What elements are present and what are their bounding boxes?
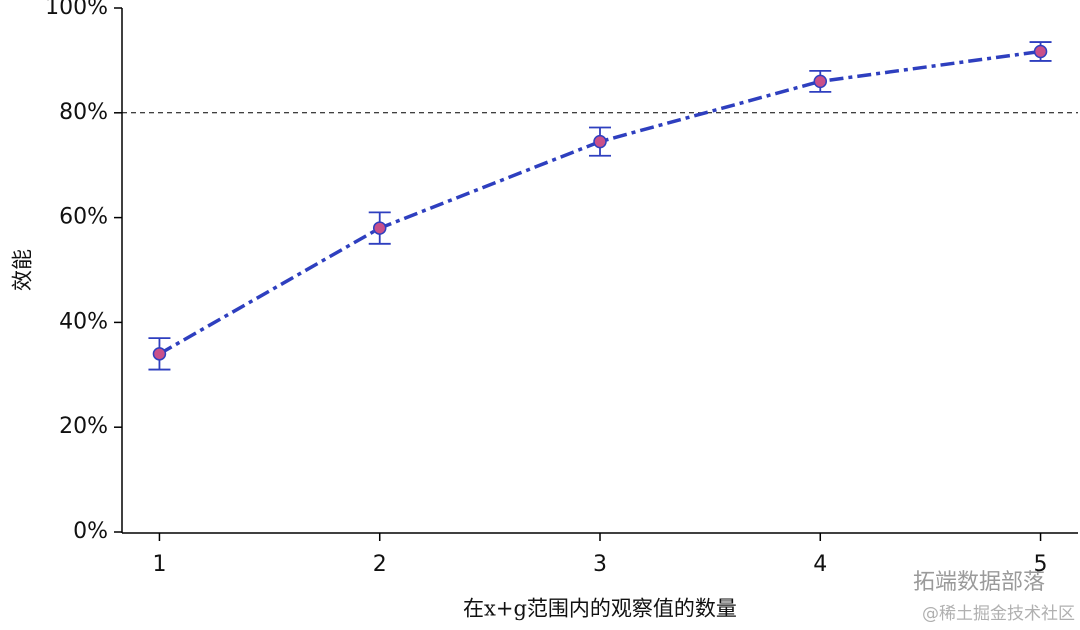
point xyxy=(813,74,828,89)
y-tick-label: 100% xyxy=(45,0,108,20)
point xyxy=(593,134,607,149)
y-tick-label: 40% xyxy=(59,309,108,334)
watermark: 拓端数据部落 xyxy=(913,570,1045,595)
y-tick-label: 0% xyxy=(73,519,108,544)
point xyxy=(1033,44,1048,59)
point xyxy=(152,347,167,361)
y-tick-label: 80% xyxy=(59,100,108,125)
point xyxy=(372,221,387,235)
x-tick-label: 3 xyxy=(593,552,607,577)
y-axis-title: 效能 xyxy=(11,249,35,291)
x-tick-label: 4 xyxy=(813,552,827,577)
y-tick-label: 20% xyxy=(59,414,108,439)
watermark: @稀土掘金技术社区 xyxy=(922,604,1075,624)
x-tick-label: 5 xyxy=(1034,552,1048,577)
x-tick-label: 1 xyxy=(152,552,166,577)
x-tick-label: 2 xyxy=(373,552,387,577)
y-tick-label: 60% xyxy=(59,205,108,230)
x-axis-title: 在x+g范围内的观察值的数量 xyxy=(463,597,737,621)
series-line xyxy=(158,49,1041,356)
